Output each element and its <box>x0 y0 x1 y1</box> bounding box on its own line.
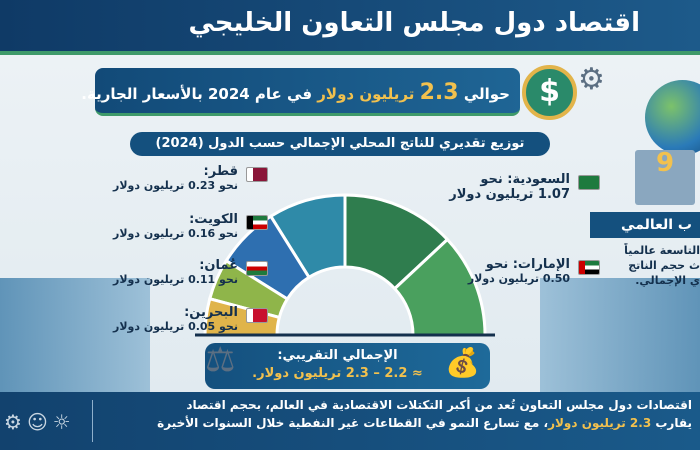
label-uae: الإمارات: نحو 0.50 تريليون دولار <box>467 257 600 285</box>
label-saudi: السعودية: نحو 1.07 تريليون دولار <box>449 172 600 202</box>
page-title: اقتصاد دول مجلس التعاون الخليجي <box>188 8 640 38</box>
bahrain-flag-icon <box>246 308 268 323</box>
dollar-coin-icon: $ <box>522 65 577 120</box>
country-value: نحو 0.11 تريليون دولار <box>113 273 238 286</box>
country-name: البحرين: <box>184 305 238 320</box>
country-value: 0.50 تريليون دولار <box>467 272 570 285</box>
total-label: الإجمالي التقريبي: <box>277 348 398 363</box>
country-name: الكويت: <box>189 212 238 227</box>
worker-icon: ☺ <box>26 410 48 434</box>
saudi-flag-icon <box>578 175 600 190</box>
country-name: عُمان: <box>199 258 238 273</box>
label-qatar: قطر: نحو 0.23 تريليون دولار <box>113 164 268 192</box>
country-value: نحو 0.23 تريليون دولار <box>113 179 238 192</box>
footer-rest: ، مع تسارع النمو في القطاعات غير النفطية… <box>157 416 549 430</box>
title-banner <box>0 0 700 55</box>
rank-description: التاسعة عالمياً ث حجم الناتج ي الإجمالي. <box>590 243 700 288</box>
footer-bar <box>0 392 700 450</box>
label-kuwait: الكويت: نحو 0.16 تريليون دولار <box>113 212 268 240</box>
gear-icon: ⚙ <box>578 62 605 97</box>
qatar-flag-icon <box>246 167 268 182</box>
skyline-left <box>0 278 150 392</box>
rank-number: 9 <box>655 148 675 178</box>
rank-desc-line: ي الإجمالي. <box>635 274 700 287</box>
rank-desc-line: التاسعة عالمياً <box>624 244 700 257</box>
rank-desc-line: ث حجم الناتج <box>628 259 700 272</box>
total-value: ≈ 2.2 – 2.3 تريليون دولار. <box>252 366 423 381</box>
total-text: الإجمالي التقريبي: ≈ 2.2 – 2.3 تريليون د… <box>240 347 435 383</box>
footer-line-2: يقارب 2.3 تريليون دولار، مع تسارع النمو … <box>97 414 692 432</box>
total-banner <box>205 343 490 389</box>
footer-highlight: 2.3 تريليون دولار <box>548 416 652 430</box>
label-bahrain: البحرين: نحو 0.05 تريليون دولار <box>113 305 268 333</box>
headline-suffix: في عام 2024 بالأسعار الجارية. <box>81 85 313 103</box>
kuwait-flag-icon <box>246 215 268 230</box>
country-value: 1.07 تريليون دولار <box>449 187 570 202</box>
country-value: نحو 0.16 تريليون دولار <box>113 227 238 240</box>
section-title: توزيع تقديري للناتج المحلي الإجمالي حسب … <box>130 132 550 156</box>
country-name: قطر: <box>203 164 238 179</box>
footer-line-1: اقتصادات دول مجلس التعاون تُعد من أكبر ا… <box>186 398 692 412</box>
oman-flag-icon <box>246 261 268 276</box>
footer-prefix: يقارب <box>655 416 692 430</box>
headline-banner <box>95 68 520 116</box>
rank-heading: ب العالمي <box>590 212 700 238</box>
country-name: السعودية: نحو <box>480 172 570 187</box>
skyline-right <box>540 278 700 392</box>
footer-divider <box>92 400 93 442</box>
money-bags-icon: 💰 <box>445 346 480 379</box>
footer-icons: ⚙ ☺ ☼ <box>4 410 71 434</box>
rank-podium <box>635 150 695 205</box>
balance-scale-icon: ⚖ <box>205 340 236 380</box>
country-value: نحو 0.05 تريليون دولار <box>113 320 238 333</box>
headline-value: 2.3 <box>419 80 459 105</box>
segment-kuwait <box>224 214 312 302</box>
globe-icon <box>645 80 700 155</box>
headline-unit: تريليون دولار <box>317 85 415 103</box>
headline-text: حوالي 2.3 تريليون دولار في عام 2024 بالأ… <box>81 80 510 105</box>
headline-prefix: حوالي <box>463 85 510 103</box>
uae-flag-icon <box>578 260 600 275</box>
gdp-semi-donut <box>195 193 495 337</box>
footer-text: اقتصادات دول مجلس التعاون تُعد من أكبر ا… <box>97 396 692 432</box>
chip-gear-icon: ⚙ <box>4 410 22 434</box>
renewable-energy-icon: ☼ <box>52 410 71 434</box>
country-name: الإمارات: نحو <box>485 257 570 272</box>
label-oman: عُمان: نحو 0.11 تريليون دولار <box>113 258 268 286</box>
segment-qatar <box>268 193 347 280</box>
